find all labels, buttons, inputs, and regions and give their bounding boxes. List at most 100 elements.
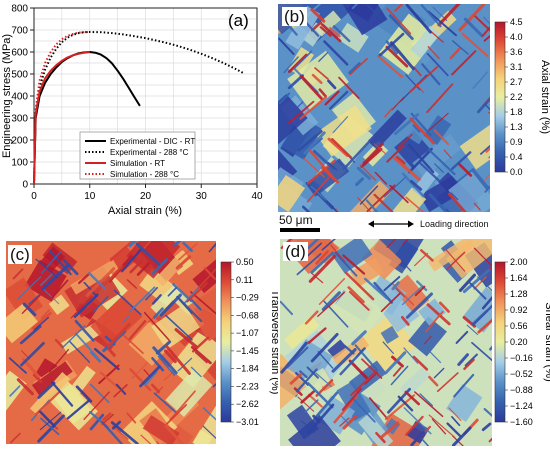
slip-band xyxy=(472,71,488,89)
slip-band xyxy=(380,292,401,313)
slip-band xyxy=(471,341,492,362)
slip-band xyxy=(89,383,110,404)
slip-band xyxy=(386,144,405,163)
slip-band xyxy=(421,63,441,86)
grain-patch xyxy=(407,122,428,145)
slip-band xyxy=(356,166,372,180)
slip-band xyxy=(317,351,334,369)
slip-band xyxy=(489,345,492,351)
slip-band xyxy=(20,325,42,345)
slip-band xyxy=(190,291,216,315)
slip-band xyxy=(300,390,315,404)
slip-band xyxy=(463,17,484,38)
slip-band xyxy=(165,404,188,425)
slip-band xyxy=(182,241,193,252)
shear-strain-colorbar: 2.00 1.64 1.28 0.92 0.56 0.20 −0.16 −0.52 −0.88 −… xyxy=(494,258,550,427)
y-tick-label: 800 xyxy=(11,4,28,15)
slip-band xyxy=(143,241,152,250)
slip-band xyxy=(348,62,361,74)
y-tick-label: 300 xyxy=(11,114,28,125)
slip-band xyxy=(373,193,394,212)
slip-band xyxy=(22,302,37,317)
colorbar-gradient xyxy=(494,21,506,173)
slip-band xyxy=(434,163,444,174)
slip-band xyxy=(373,281,393,304)
slip-band xyxy=(208,242,216,253)
slip-band xyxy=(129,368,152,392)
series-line-2 xyxy=(33,51,90,185)
slip-band xyxy=(151,258,169,275)
colorbar-tick-label: −1.84 xyxy=(236,364,259,374)
slip-band xyxy=(451,50,477,76)
slip-band xyxy=(73,293,99,318)
slip-band xyxy=(302,205,311,212)
slip-band xyxy=(289,372,303,385)
slip-band xyxy=(481,296,492,310)
slip-band xyxy=(483,173,490,181)
colorbar-tick-label: 0.4 xyxy=(510,152,523,162)
slip-band xyxy=(304,310,319,325)
grain-patch xyxy=(446,384,483,422)
slip-band xyxy=(318,278,346,305)
slip-band xyxy=(457,353,469,366)
slip-band xyxy=(426,83,454,114)
y-tick-label: 500 xyxy=(11,70,28,81)
slip-band xyxy=(375,431,386,444)
colorbar-tick-label: −0.29 xyxy=(236,293,259,303)
slip-band xyxy=(101,264,124,289)
grain-patch xyxy=(48,294,70,315)
slip-band xyxy=(102,412,112,422)
slip-band xyxy=(334,251,358,277)
slip-band xyxy=(212,273,216,279)
grain-patch xyxy=(165,368,213,417)
grain-patch xyxy=(168,329,216,388)
slip-band xyxy=(51,279,69,299)
colorbar-tick-label: 4.0 xyxy=(510,32,523,42)
slip-band xyxy=(327,79,337,90)
slip-band xyxy=(128,320,147,341)
slip-band xyxy=(303,157,325,178)
y-tick-label: 100 xyxy=(11,158,28,169)
slip-band xyxy=(348,359,368,380)
slip-band xyxy=(21,293,42,314)
y-tick-label: 600 xyxy=(11,48,28,59)
grain-patch xyxy=(448,171,490,212)
legend: Experimental - DIC - RT Experimental - 2… xyxy=(79,131,196,180)
slip-band xyxy=(388,14,414,41)
grain-patch xyxy=(285,6,321,50)
y-tick-label: 0 xyxy=(22,180,28,191)
slip-band xyxy=(386,7,412,35)
slip-band xyxy=(324,90,340,106)
slip-band xyxy=(151,383,161,394)
colorbar-gradient xyxy=(220,261,232,423)
slip-band xyxy=(293,387,303,396)
y-tick-label: 200 xyxy=(11,136,28,147)
slip-band xyxy=(62,258,79,276)
grain-patch xyxy=(423,115,452,145)
slip-band xyxy=(401,172,425,198)
slip-band xyxy=(83,281,98,298)
slip-band xyxy=(457,162,473,177)
legend-item-exp-rt: Experimental - DIC - RT xyxy=(110,137,195,146)
grain-patch xyxy=(193,405,216,444)
slip-band xyxy=(40,273,53,286)
slip-band xyxy=(455,330,469,344)
slip-band xyxy=(92,295,109,313)
slip-band xyxy=(70,296,93,319)
slip-band xyxy=(461,32,489,58)
slip-band xyxy=(8,357,27,374)
slip-band xyxy=(328,90,349,110)
slip-band xyxy=(172,283,193,303)
grain-patch xyxy=(336,22,369,53)
slip-band xyxy=(359,164,376,181)
slip-band xyxy=(94,347,120,371)
slip-band xyxy=(165,344,191,375)
slip-band xyxy=(87,271,106,290)
x-tick-label: 0 xyxy=(31,191,37,202)
slip-band xyxy=(283,56,299,74)
slip-band xyxy=(310,272,324,284)
y-axis-title: Engineering stress (MPa) xyxy=(1,34,13,158)
slip-band xyxy=(377,55,403,78)
slip-band xyxy=(40,309,51,319)
